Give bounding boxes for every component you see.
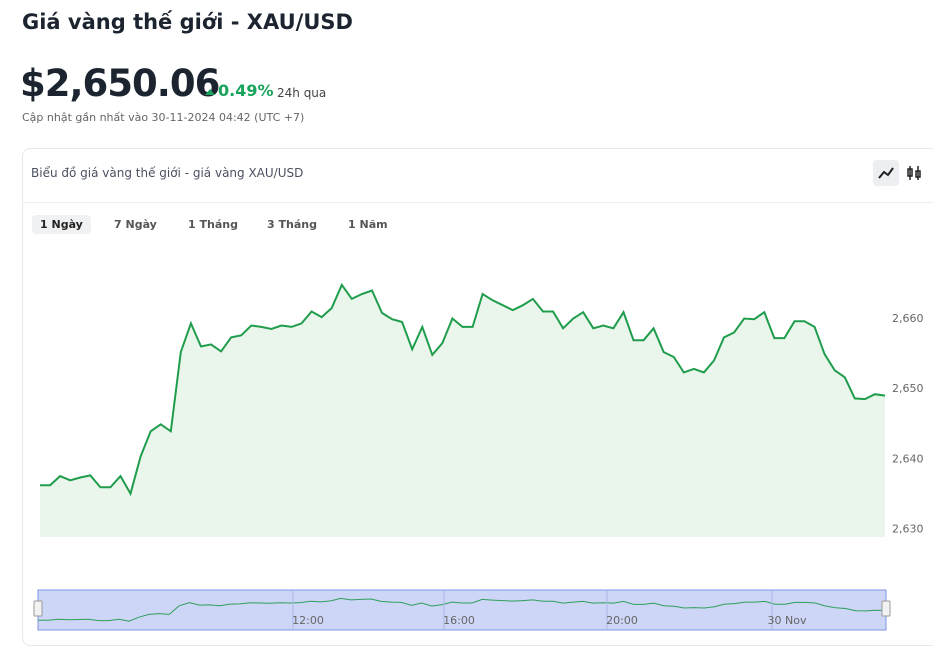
area xyxy=(40,284,885,537)
navigator-label: 16:00 xyxy=(443,614,475,627)
navigator xyxy=(37,589,887,631)
navigator-label: 20:00 xyxy=(606,614,638,627)
y-tick-label: 2,660 xyxy=(892,312,924,325)
line-chart-button[interactable] xyxy=(873,160,899,186)
up-arrow xyxy=(205,89,215,95)
tab[interactable]: 1 Ngày xyxy=(32,215,91,234)
y-tick-label: 2,630 xyxy=(892,522,924,535)
tab[interactable]: 3 Tháng xyxy=(267,218,317,231)
navigator-line xyxy=(38,597,887,622)
tab[interactable]: 1 Tháng xyxy=(188,218,238,231)
price-line xyxy=(40,282,886,497)
navigator-label: 30 Nov xyxy=(768,614,807,627)
line-icon xyxy=(878,167,894,179)
candle-chart-button[interactable] xyxy=(901,160,927,186)
navigator-handle[interactable] xyxy=(881,600,891,617)
card-title: Biểu đồ giá vàng thế giới - giá vàng XAU… xyxy=(31,166,304,180)
page-title: Giá vàng thế giới - XAU/USD xyxy=(22,10,353,34)
period: 24h qua xyxy=(277,86,327,100)
navigator-handle[interactable] xyxy=(33,600,43,617)
y-tick-label: 2,650 xyxy=(892,382,924,395)
tab[interactable]: 7 Ngày xyxy=(114,218,157,231)
updated-time: Cập nhật gần nhất vào 30-11-2024 04:42 (… xyxy=(22,111,305,124)
tab[interactable]: 1 Năm xyxy=(348,218,388,231)
candle-icon xyxy=(907,166,921,180)
price: $2,650.06 xyxy=(20,62,220,105)
divider xyxy=(23,202,933,203)
y-tick-label: 2,640 xyxy=(892,452,924,465)
navigator-label: 12:00 xyxy=(292,614,324,627)
chart-card xyxy=(22,148,933,646)
price-change: 0.49% xyxy=(218,81,274,100)
